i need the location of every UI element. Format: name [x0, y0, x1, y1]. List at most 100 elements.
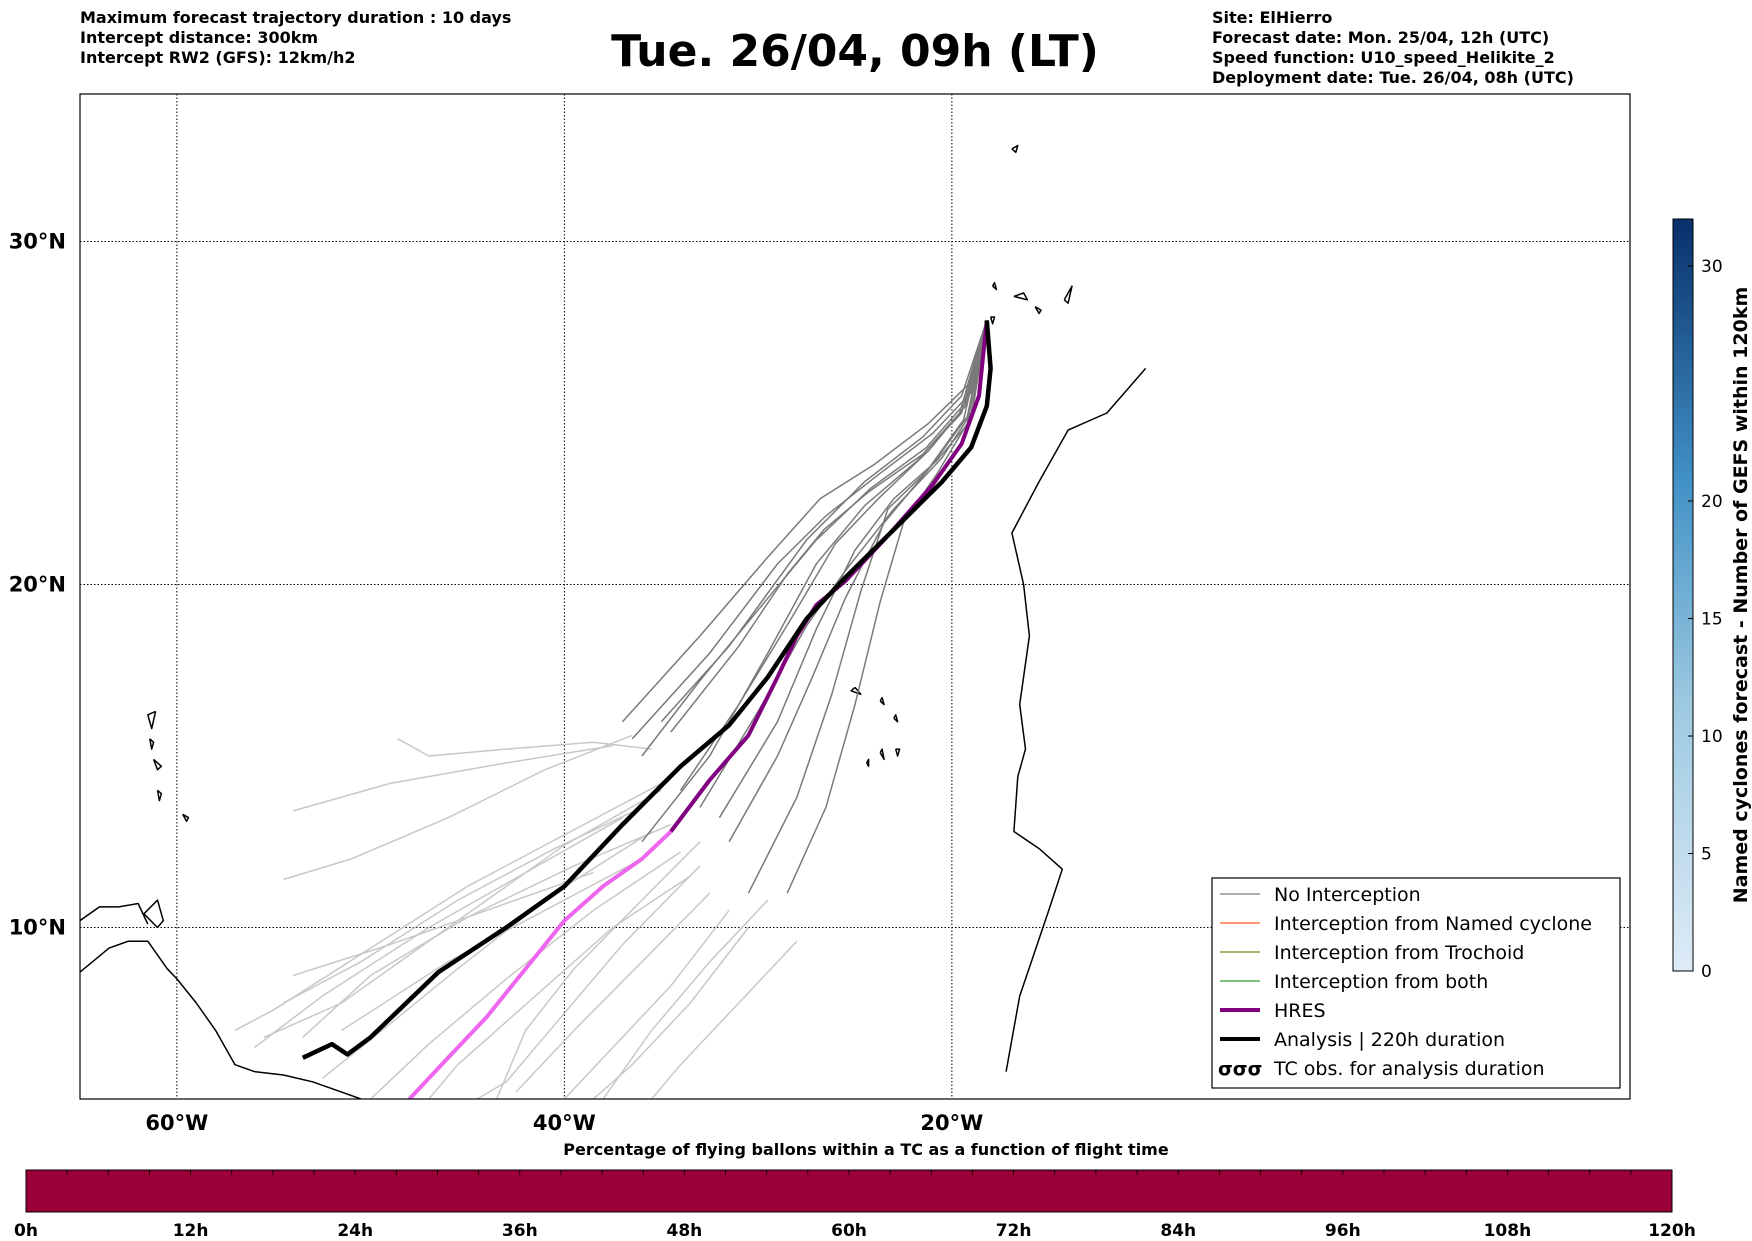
legend-label: Interception from Named cyclone: [1274, 913, 1592, 935]
analysis-line: [301, 320, 993, 1060]
site-text: Site: ElHierro: [1212, 8, 1333, 27]
ensemble-track: [718, 320, 988, 819]
time-bar-tick-label: 24h: [337, 1221, 373, 1241]
coastlines: [80, 144, 1147, 1099]
legend-label: Analysis | 220h duration: [1274, 1029, 1505, 1051]
ensemble-track: [786, 320, 988, 894]
latitude-label: 20°N: [9, 572, 66, 596]
ensemble-track-light: [592, 927, 749, 1099]
coastline: [1063, 285, 1073, 304]
time-bar-tick-label: 0h: [14, 1221, 38, 1241]
legend-label: No Interception: [1274, 884, 1421, 906]
ensemble-track: [641, 320, 988, 757]
coastline: [147, 710, 157, 730]
coastline: [1011, 144, 1019, 154]
colorbar-title: Named cyclones forecast - Number of GEFS…: [1730, 287, 1752, 904]
intercept-rw2-text: Intercept RW2 (GFS): 12km/h2: [80, 48, 356, 67]
site-info: Site: ElHierro Forecast date: Mon. 25/04…: [1212, 8, 1574, 88]
ensemble-track-light: [321, 830, 653, 1079]
ensemble-track-light: [292, 871, 594, 977]
time-bar-caption: Percentage of flying ballons within a TC…: [563, 1140, 1169, 1159]
coastline: [879, 748, 885, 761]
speed-function-text: Speed function: U10_speed_Helikite_2: [1212, 48, 1555, 67]
ensemble-track: [679, 320, 988, 791]
coastline: [152, 758, 163, 771]
page-title: Tue. 26/04, 09h (LT): [611, 26, 1099, 77]
time-bar-tick-label: 84h: [1160, 1221, 1196, 1241]
ensemble-track-light: [515, 892, 711, 1093]
deployment-date-text: Deployment date: Tue. 26/04, 08h (UTC): [1212, 68, 1574, 87]
legend-label: Interception from Trochoid: [1274, 942, 1524, 964]
colorbar-tick-label: 0: [1701, 962, 1712, 982]
intercept-distance-text: Intercept distance: 300km: [80, 28, 319, 47]
longitude-labels: 60°W 40°W 20°W: [145, 1111, 983, 1135]
coastline: [1034, 306, 1042, 315]
colorbar-tick-label: 5: [1701, 845, 1712, 865]
ensemble-track: [621, 320, 988, 723]
ensemble-track-light: [370, 851, 682, 1099]
map-border: [79, 93, 1631, 1100]
time-bar-tick-label: 36h: [502, 1221, 538, 1241]
colorbar-tick-label: 30: [1701, 257, 1723, 277]
time-bar-tick-label: 108h: [1484, 1221, 1532, 1241]
forecast-date-text: Forecast date: Mon. 25/04, 12h (UTC): [1212, 28, 1550, 47]
coastline: [894, 748, 901, 757]
forecast-parameters: Maximum forecast trajectory duration : 1…: [80, 8, 511, 68]
ensemble-track-light: [476, 865, 701, 1099]
coastline: [865, 758, 870, 768]
ensemble-track-light: [292, 744, 613, 812]
coastline: [182, 813, 190, 822]
time-bar-tick-label: 96h: [1325, 1221, 1361, 1241]
legend-label: Interception from both: [1274, 971, 1488, 993]
time-bar-tick-label: 72h: [996, 1221, 1032, 1241]
latitude-label: 30°N: [9, 229, 66, 253]
coastline: [1005, 367, 1147, 1072]
coastline: [143, 899, 165, 929]
ensemble-track-light: [651, 940, 798, 1099]
coastline: [991, 281, 998, 291]
ensemble-track-light: [397, 738, 652, 757]
trajectory-duration-text: Maximum forecast trajectory duration : 1…: [80, 8, 512, 27]
coastline: [879, 696, 885, 706]
colorbar-tick-label: 10: [1701, 727, 1723, 747]
time-bar-tick-label: 48h: [667, 1221, 703, 1241]
longitude-label: 20°W: [920, 1111, 983, 1135]
time-bar-fill: [25, 1169, 1673, 1213]
ensemble-track-light: [495, 841, 701, 1099]
coastline: [80, 940, 362, 1099]
coastline: [989, 316, 996, 325]
colorbar-scale: [1672, 218, 1694, 972]
legend-label: TC obs. for analysis duration: [1273, 1058, 1545, 1080]
ensemble-track-light: [563, 909, 730, 1099]
colorbar-tick-label: 15: [1701, 610, 1723, 630]
analysis-track: [301, 320, 993, 1060]
colorbar: 0 5 10 15 20 30 Named cyclones forecast - Num…: [1672, 218, 1752, 982]
ensemble-track-light: [283, 806, 643, 1004]
latitude-labels: 30°N 20°N 10°N: [9, 229, 66, 939]
coastline: [1013, 292, 1029, 301]
ensemble-track-light: [263, 789, 662, 1038]
legend: No Interception Interception from Named c…: [1211, 877, 1621, 1089]
ensemble-track-light: [283, 734, 633, 881]
ensemble-track-light: [253, 817, 623, 1049]
coastline: [80, 902, 149, 925]
ensemble-tracks-late: [234, 734, 798, 1099]
ensemble-track-light: [428, 875, 691, 1099]
time-bar-tick-label: 60h: [831, 1221, 867, 1241]
ensemble-track: [670, 320, 988, 733]
colorbar-tick-label: 20: [1701, 492, 1723, 512]
latitude-label: 10°N: [9, 915, 66, 939]
ensemble-track-light: [234, 782, 662, 1032]
coastline: [893, 714, 899, 723]
time-bar: Percentage of flying ballons within a TC…: [14, 1140, 1696, 1241]
time-bar-tick-label: 12h: [173, 1221, 209, 1241]
longitude-label: 60°W: [145, 1111, 208, 1135]
hres-line-late: [407, 830, 673, 1099]
tc-obs-symbol-icon: σσσ: [1218, 1058, 1262, 1080]
legend-box: [1211, 877, 1621, 1089]
coastline: [149, 738, 155, 750]
time-bar-tick-label: 120h: [1648, 1221, 1696, 1241]
coastline: [156, 789, 163, 802]
legend-label: HRES: [1274, 1000, 1326, 1022]
